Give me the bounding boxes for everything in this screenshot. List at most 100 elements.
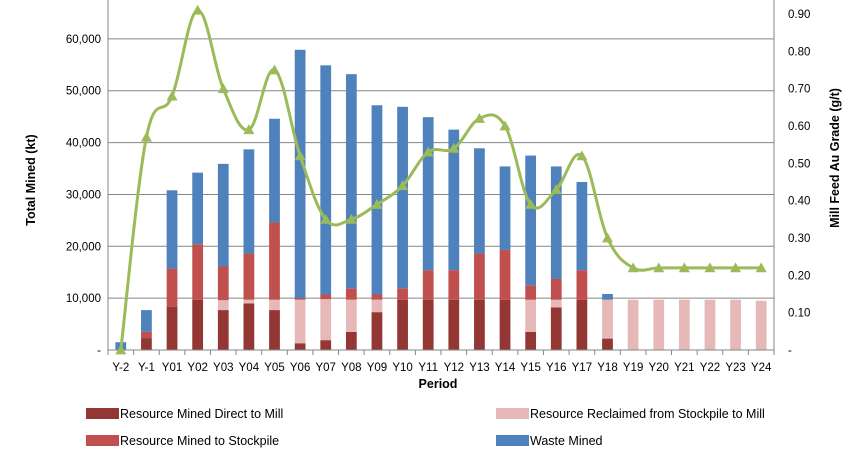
x-axis-title: Period	[419, 377, 458, 391]
grade-marker-Y14	[499, 120, 511, 131]
bar-segment-Y16-s2	[550, 278, 562, 300]
bar-segment-Y18-s0	[602, 338, 613, 350]
x-tick-label: Y17	[572, 362, 592, 374]
legend-swatch-direct-to-mill	[86, 408, 119, 419]
y2-tick-label: 0.40	[788, 196, 810, 208]
bar-segment-Y19-s1	[627, 299, 639, 350]
bar-segment-Y07-s3	[320, 65, 332, 295]
grade-line-series	[115, 4, 767, 355]
bar-segment-Y05-s3	[269, 118, 280, 223]
x-tick-label: Y06	[290, 362, 310, 374]
y2-axis-title: Mill Feed Au Grade (g/t)	[828, 88, 842, 228]
x-tick-label: Y13	[469, 362, 489, 374]
bar-segment-Y08-s0	[345, 331, 357, 350]
legend-label-mined-to-stockpile: Resource Mined to Stockpile	[120, 434, 279, 448]
legend-label-direct-to-mill: Resource Mined Direct to Mill	[120, 407, 283, 421]
y-tick-label: 40,000	[66, 138, 101, 150]
bar-segment-Y03-s2	[217, 266, 229, 301]
grade-marker-Y21	[678, 262, 690, 273]
x-tick-label: Y21	[674, 362, 694, 374]
y-tick-label: 50,000	[66, 86, 101, 98]
grade-marker-Y04	[243, 124, 255, 135]
bar-segment-Y16-s3	[550, 166, 562, 279]
x-tick-label: Y18	[597, 362, 617, 374]
x-tick-label: Y10	[392, 362, 412, 374]
legend-label-reclaimed-from-stockpile: Resource Reclaimed from Stockpile to Mil…	[530, 407, 765, 421]
bar-segment-Y06-s3	[294, 49, 306, 299]
x-tick-label: Y19	[623, 362, 643, 374]
y2-tick-label: 0.30	[788, 233, 810, 245]
grade-marker-Y23	[730, 262, 742, 273]
x-tick-label: Y11	[418, 362, 438, 374]
legend-swatch-mined-to-stockpile	[86, 435, 119, 446]
bar-segment-Y17-s0	[576, 299, 588, 350]
bar-segment-Y11-s3	[422, 117, 434, 271]
bar-segment-Y04-s0	[243, 303, 255, 350]
bar-segment-Y14-s0	[499, 299, 511, 350]
bar-segment-Y03-s0	[217, 310, 229, 350]
x-tick-label: Y23	[725, 362, 745, 374]
grade-marker-Y20	[653, 262, 665, 273]
bar-segment-Y13-s3	[474, 148, 485, 254]
y2-tick-label: 0.20	[788, 270, 810, 282]
grade-marker-Y11	[422, 146, 434, 157]
bar-segment-Y13-s0	[474, 299, 485, 350]
axes	[107, 0, 775, 355]
y2-tick-label: 0.70	[788, 84, 810, 96]
grade-marker-Y05	[269, 64, 280, 75]
bar-segment-Y09-s1	[371, 299, 383, 313]
bar-segment-Y16-s1	[550, 299, 562, 308]
bar-segment-Y12-s3	[448, 129, 460, 271]
y2-tick-label: -	[788, 345, 792, 357]
legend-item-direct-to-mill: Resource Mined Direct to Mill	[86, 407, 283, 421]
bar-segment-Y12-s2	[448, 270, 460, 300]
bar-segment-Y15-s3	[525, 155, 537, 286]
grade-marker-Y06	[294, 150, 306, 161]
x-tick-label: Y20	[648, 362, 668, 374]
grade-marker-Y13	[473, 113, 485, 123]
grade-marker-Y15	[525, 198, 537, 209]
grade-marker-Y08	[345, 213, 357, 224]
y-tick-label: 30,000	[66, 189, 101, 201]
bar-segment-Y10-s2	[397, 288, 408, 300]
grade-marker-Y02	[192, 4, 204, 15]
x-tick-label: Y16	[546, 362, 566, 374]
bar-segment-Y12-s0	[448, 299, 460, 350]
bar-segment-Y23-s1	[730, 299, 741, 350]
y-axis-title: Total Mined (kt)	[24, 134, 38, 225]
y2-tick-label: 0.60	[788, 121, 810, 133]
bar-segment-Y09-s0	[371, 312, 383, 350]
grade-marker-Y-1	[140, 131, 152, 142]
grade-marker-Y07	[320, 213, 332, 224]
right-axis-tick-labels: - 0.10 0.20 0.30 0.40 0.50 0.60 0.70 0.80 0.90	[788, 9, 810, 357]
x-tick-label: Y04	[239, 362, 260, 374]
bar-segment-Y10-s0	[397, 299, 408, 350]
x-tick-label: Y03	[213, 362, 233, 374]
bar-segment-Y06-s0	[294, 343, 306, 350]
grade-marker-Y-2	[115, 344, 127, 355]
bar-segment-Y05-s0	[269, 310, 280, 350]
bar-segment-Y07-s1	[320, 299, 332, 341]
bar-segment-Y14-s3	[499, 166, 511, 250]
bar-segment-Y-1-s3	[141, 310, 152, 332]
bar-series	[115, 49, 767, 350]
x-tick-label: Y15	[520, 362, 540, 374]
bar-segment-Y05-s2	[269, 222, 280, 300]
bar-segment-Y20-s1	[653, 299, 665, 350]
bar-segment-Y13-s2	[474, 253, 485, 300]
bar-segment-Y03-s3	[217, 163, 229, 267]
x-axis-tick-labels: Y-2 Y-1 Y01 Y02 Y03 Y04 Y05 Y06 Y07 Y08 Y09 Y10 Y11 Y…	[112, 362, 772, 374]
bar-segment-Y15-s0	[525, 331, 537, 350]
y-tick-label: 10,000	[66, 293, 101, 305]
grade-marker-Y09	[371, 198, 383, 209]
x-tick-label: Y24	[751, 362, 772, 374]
bar-segment-Y17-s2	[576, 270, 588, 300]
bar-segment-Y22-s1	[704, 299, 716, 350]
legend-swatch-reclaimed-from-stockpile	[496, 408, 529, 419]
bar-segment-Y09-s2	[371, 294, 383, 300]
x-tick-label: Y02	[187, 362, 207, 374]
grade-marker-Y18	[602, 232, 613, 243]
bar-segment-Y02-s3	[192, 172, 204, 245]
x-tick-label: Y09	[367, 362, 387, 374]
bar-segment-Y21-s1	[678, 299, 690, 350]
